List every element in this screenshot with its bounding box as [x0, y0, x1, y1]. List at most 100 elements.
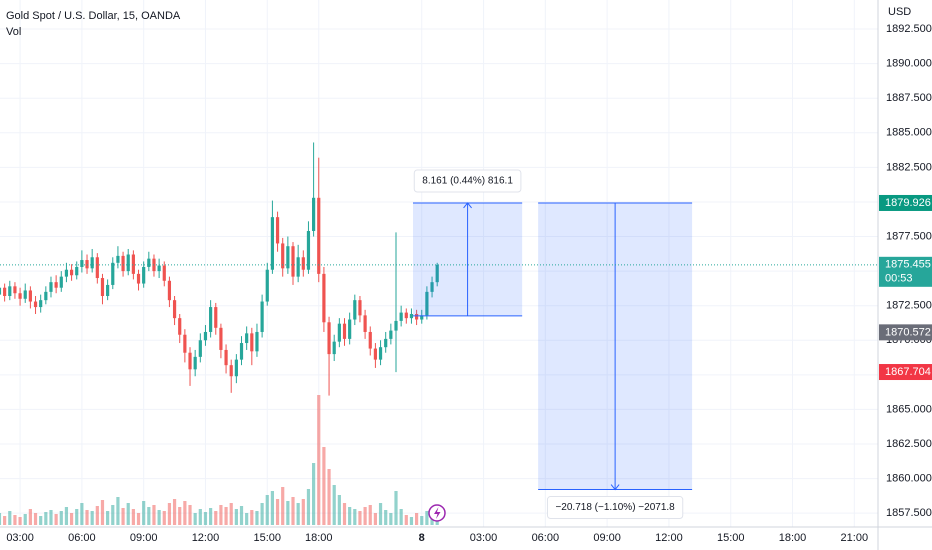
- volume-bar: [203, 512, 208, 525]
- x-tick-label: 12:00: [655, 532, 683, 544]
- chart-title: Gold Spot / U.S. Dollar, 15, OANDA: [6, 10, 181, 22]
- candle-body: [389, 330, 393, 339]
- candle-body: [332, 341, 336, 355]
- price-label-box: [879, 256, 932, 287]
- volume-bar: [415, 513, 419, 525]
- volume-bar: [342, 503, 347, 525]
- candle-body: [435, 264, 439, 283]
- volume-bar: [270, 491, 275, 525]
- volume-bar: [260, 503, 264, 525]
- candle-body: [265, 269, 269, 302]
- price-label-box: [879, 364, 932, 381]
- candle-body: [69, 269, 74, 276]
- x-tick-label: 15:00: [253, 532, 281, 544]
- candle-body: [368, 331, 372, 349]
- volume-bar: [239, 506, 244, 525]
- x-tick-label: 09:00: [130, 532, 158, 544]
- candle-body: [322, 273, 326, 323]
- candle-body: [399, 312, 403, 321]
- candle-body: [80, 260, 84, 267]
- volume-bar: [301, 499, 305, 525]
- volume-bar: [18, 517, 22, 525]
- price-label: 1879.926: [885, 197, 931, 209]
- candle-body: [167, 280, 172, 301]
- x-tick-label: 06:00: [532, 532, 560, 544]
- candle-body: [18, 293, 22, 299]
- y-tick-label: 1872.500: [886, 300, 932, 312]
- x-tick-label: 12:00: [192, 532, 220, 544]
- candle-body: [142, 266, 146, 284]
- candle-body: [306, 230, 311, 270]
- y-tick-label: 1860.000: [886, 472, 932, 484]
- volume-bar: [54, 514, 58, 525]
- volume-bar: [90, 511, 94, 525]
- volume-bar: [121, 508, 125, 525]
- candle-body: [301, 257, 305, 270]
- volume-bar: [193, 513, 197, 525]
- volume-bar: [152, 505, 156, 525]
- volume-bar: [167, 503, 172, 525]
- volume-bar: [389, 513, 393, 525]
- candle-body: [250, 333, 254, 352]
- volume-bar: [69, 513, 74, 525]
- candle-body: [28, 290, 32, 302]
- volume-bar: [234, 509, 238, 525]
- volume-bar: [188, 505, 192, 525]
- candle-body: [209, 307, 213, 332]
- currency-label: USD: [888, 6, 911, 18]
- volume-bar: [384, 510, 388, 525]
- candle-body: [23, 290, 27, 299]
- volume-bar: [33, 513, 38, 525]
- candle-body: [188, 352, 192, 370]
- volume-bar: [44, 512, 48, 525]
- volume-bar: [172, 499, 177, 525]
- volume-bar: [183, 501, 187, 525]
- measure-arrowhead: [610, 484, 620, 491]
- y-tick-label: 1857.500: [886, 507, 932, 519]
- price-label-box: [879, 324, 932, 341]
- candle-body: [157, 265, 161, 272]
- candle-body: [147, 258, 151, 267]
- volume-bar: [281, 487, 285, 525]
- price-label: 1867.704: [885, 366, 931, 378]
- lightning-icon[interactable]: [428, 504, 446, 522]
- volume-bar: [85, 510, 89, 525]
- candle-body: [378, 347, 383, 360]
- volume-bar: [348, 507, 352, 525]
- y-tick-label: 1890.000: [886, 58, 932, 70]
- volume-bar: [59, 511, 63, 525]
- x-tick-label: 8: [419, 532, 425, 544]
- candle-body: [373, 348, 377, 360]
- candle-body: [8, 286, 12, 297]
- candle-body: [342, 323, 347, 339]
- icon-bolt[interactable]: [434, 507, 441, 519]
- volume-bar: [209, 508, 213, 525]
- volume-bar: [399, 509, 403, 525]
- price-label-box: [879, 194, 932, 211]
- volume-bar: [111, 505, 115, 525]
- candle-body: [111, 262, 115, 285]
- volume-bar: [224, 507, 228, 525]
- candle-body: [317, 197, 321, 274]
- candle-body: [162, 265, 166, 281]
- candle-body: [0, 287, 2, 295]
- volume-bar: [131, 509, 135, 525]
- candle-body: [404, 312, 408, 319]
- candle-body: [90, 257, 94, 269]
- candle-body: [33, 301, 38, 308]
- axes: 1857.5001860.0001862.5001865.0001867.500…: [6, 23, 932, 544]
- volume-bar: [296, 503, 300, 525]
- volume-bar: [353, 509, 357, 525]
- y-tick-label: 1882.500: [886, 161, 932, 173]
- candle-body: [100, 278, 105, 297]
- candle-body: [178, 318, 182, 335]
- volume-bar: [275, 499, 280, 525]
- volume-bar: [136, 513, 141, 525]
- candle-body: [255, 331, 259, 352]
- candle-body: [75, 266, 79, 276]
- candle-body: [229, 365, 233, 377]
- candle-body: [239, 343, 244, 360]
- volume-bar: [363, 507, 367, 525]
- candle-body: [64, 269, 69, 277]
- candle-body: [363, 315, 367, 332]
